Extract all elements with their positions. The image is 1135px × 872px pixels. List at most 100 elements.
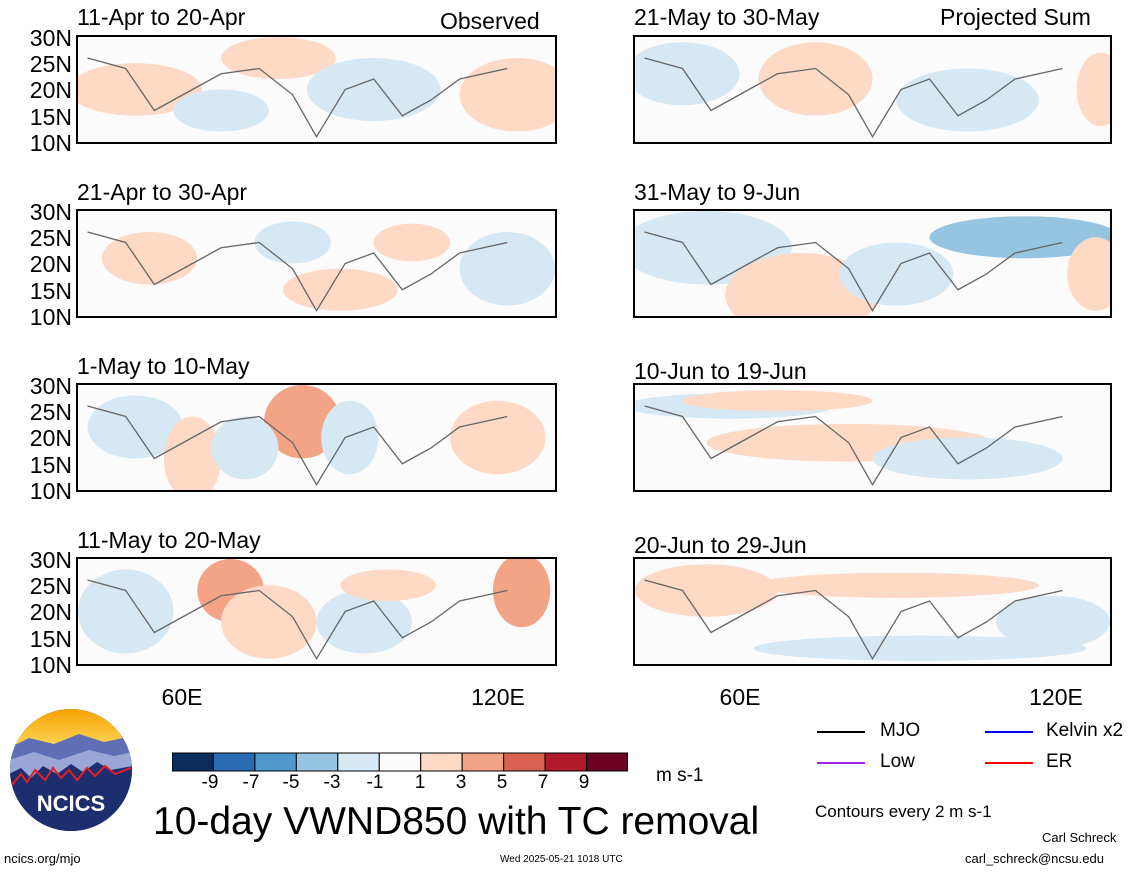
panel-title-right-4: 20-Jun to 29-Jun [634,532,807,558]
contour-note: Contours every 2 m s-1 [815,802,992,821]
map-panel-right-4 [633,557,1112,666]
panel-title-left-4: 11-May to 20-May [77,527,261,553]
panel-title-left-1: 11-Apr to 20-Apr [77,4,246,30]
field-blob [450,400,546,475]
field-blob [340,569,436,601]
y-tick-label: 25N [29,225,72,251]
field-blob [87,395,183,459]
footer-author: Carl Schreck [1042,830,1117,845]
y-tick-label: 30N [29,199,72,225]
coastline [87,231,508,313]
legend-label-er: ER [1046,751,1073,772]
colorbar-label: 9 [578,772,590,793]
y-tick-label: 15N [29,452,72,478]
logo-text: NCICS [37,791,105,816]
field-blob [896,68,1039,132]
y-tick-label: 15N [29,104,72,130]
y-tick-label: 15N [29,626,72,652]
map-panel-left-2 [76,209,557,318]
x-tick-label-right-60e: 60E [719,684,761,710]
y-tick-label: 20N [29,599,72,625]
field-blob [316,590,412,654]
field-blob [254,221,331,264]
panel-title-left-3: 1-May to 10-May [77,353,250,379]
map-panel-right-1 [633,35,1112,144]
y-tick-label: 20N [29,77,72,103]
field-blob [492,559,551,628]
coastline [644,579,1063,661]
colorbar-label: 1 [414,772,426,793]
map-field [78,559,551,661]
y-tick-label: 15N [29,278,72,304]
colorbar-units: m s-1 [656,765,704,786]
y-tick-label: 20N [29,425,72,451]
field-blob [459,232,555,306]
map-panel-right-3 [633,383,1112,492]
field-blob [373,223,451,262]
panel-title-right-2: 31-May to 9-Jun [634,179,801,205]
legend-swatch-mjo [817,731,865,733]
colorbar-swatch [420,752,463,772]
coastline [87,57,508,139]
map-field [635,42,1110,139]
map-field [78,37,555,139]
map-panel-left-4 [76,557,557,666]
field-blob [173,89,269,132]
column-label-projected: Projected Sum [940,4,1091,30]
legend-label-kelvin: Kelvin x2 [1046,720,1124,741]
y-tick-label: 10N [29,478,72,504]
coastline [644,405,1063,487]
legend-label-mjo: MJO [880,720,921,741]
legend-swatch-low [817,762,865,764]
field-blob [758,42,873,116]
field-blob [306,58,441,121]
legend-swatch-er [985,762,1033,764]
field-blob [101,232,198,285]
panel-title-right-3: 10-Jun to 19-Jun [634,358,807,384]
colorbar-label: 3 [455,772,467,793]
field-blob [283,268,398,311]
ncics-logo: NCICS [9,708,133,832]
map-field [635,390,1063,487]
y-tick-label: 25N [29,51,72,77]
field-blob [1076,52,1110,127]
field-blob [635,42,740,106]
x-tick-label-left-120e: 120E [471,684,525,710]
field-blob [78,569,174,654]
field-blob [211,416,279,480]
footer-email: carl_schreck@ncsu.edu [965,851,1104,866]
y-tick-label: 30N [29,547,72,573]
field-blob [753,572,1039,598]
footer-timestamp: Wed 2025-05-21 1018 UTC [500,854,623,865]
legend-swatch-kelvin [985,731,1033,733]
map-panel-left-3 [76,383,557,492]
colorbar-swatch [212,752,256,772]
y-tick-label: 25N [29,573,72,599]
y-tick-label: 10N [29,130,72,156]
field-blob [221,585,317,659]
map-panel-right-2 [633,209,1112,318]
colorbar-swatches [172,752,628,772]
colorbar-swatch [337,752,380,772]
footer-url: ncics.org/mjo [4,851,81,866]
field-blob [264,385,341,459]
colorbar-label: 7 [537,772,549,793]
panel-title-right-1: 21-May to 30-May [634,4,820,30]
panel-title-left-2: 21-Apr to 30-Apr [77,179,248,205]
colorbar-swatch [172,752,214,772]
map-field [87,385,546,490]
y-tick-label: 10N [29,304,72,330]
chart-title: 10-day VWND850 with TC removal [153,800,760,843]
colorbar-swatch [461,752,505,772]
colorbar-swatch [586,752,628,772]
column-label-observed: Observed [440,8,540,34]
y-tick-label: 30N [29,373,72,399]
legend-label-low: Low [880,751,915,772]
y-tick-label: 30N [29,25,72,51]
field-blob [996,595,1110,649]
colorbar-label: -7 [242,772,260,793]
y-tick-label: 10N [29,652,72,678]
field-blob [725,253,878,316]
map-field [635,211,1110,316]
field-blob [1067,237,1110,311]
